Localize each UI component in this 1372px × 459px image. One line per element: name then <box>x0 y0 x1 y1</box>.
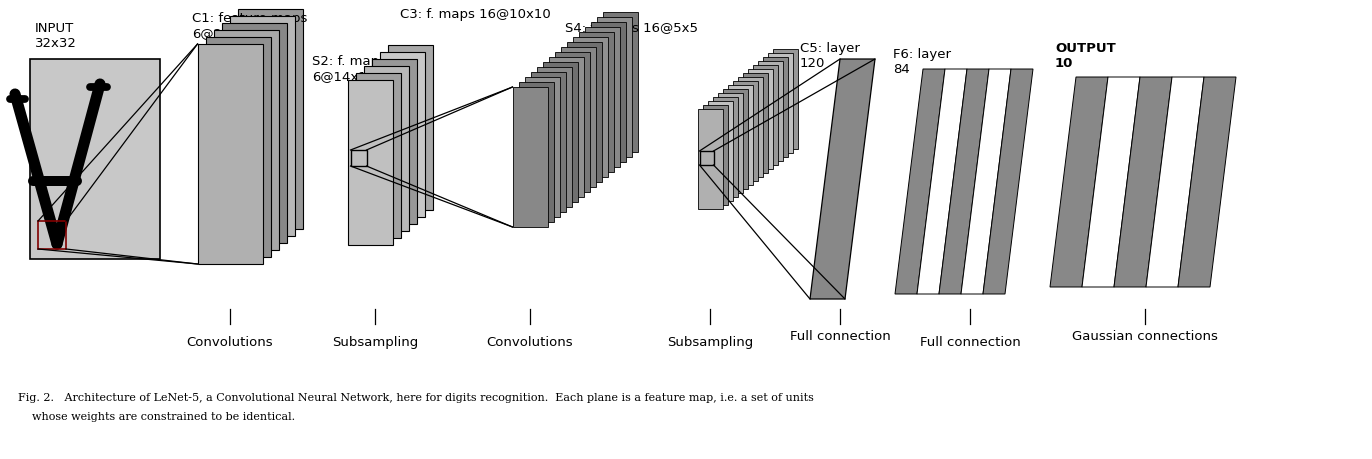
Text: Fig. 2.   Architecture of LeNet-5, a Convolutional Neural Network, here for digi: Fig. 2. Architecture of LeNet-5, a Convo… <box>18 392 814 402</box>
Bar <box>38 222 66 249</box>
Bar <box>584 28 620 168</box>
Bar <box>738 78 763 178</box>
Bar <box>597 18 631 157</box>
Bar <box>697 110 723 210</box>
Text: Full connection: Full connection <box>919 335 1021 348</box>
Text: Subsampling: Subsampling <box>332 335 418 348</box>
Bar <box>757 62 782 162</box>
Bar <box>221 24 287 243</box>
Bar <box>531 73 565 213</box>
Polygon shape <box>809 60 875 299</box>
Polygon shape <box>916 70 967 294</box>
Bar <box>700 151 713 166</box>
Bar <box>524 78 560 218</box>
Bar <box>708 102 733 202</box>
Text: S2: f. maps
6@14x14: S2: f. maps 6@14x14 <box>311 55 386 83</box>
Bar <box>372 59 417 224</box>
Bar <box>542 63 578 202</box>
Text: INPUT
32x32: INPUT 32x32 <box>36 22 77 50</box>
Bar <box>748 70 772 170</box>
Polygon shape <box>1050 78 1109 287</box>
Bar <box>519 83 553 223</box>
Polygon shape <box>1114 78 1172 287</box>
Bar <box>712 98 738 197</box>
Bar <box>752 66 778 166</box>
Bar <box>347 80 392 245</box>
Bar <box>30 60 161 259</box>
Bar <box>554 53 590 193</box>
Text: C5: layer
120: C5: layer 120 <box>800 42 860 70</box>
Bar <box>229 17 295 236</box>
Bar <box>387 45 432 210</box>
Bar <box>742 74 767 174</box>
Bar <box>513 88 547 228</box>
Bar <box>536 68 572 207</box>
Bar <box>718 94 742 194</box>
Text: Subsampling: Subsampling <box>667 335 753 348</box>
Bar <box>561 48 595 188</box>
Bar <box>350 151 366 167</box>
Polygon shape <box>938 70 989 294</box>
Bar <box>727 86 752 185</box>
Bar <box>702 106 727 206</box>
Bar <box>355 73 401 238</box>
Bar <box>602 13 638 153</box>
Bar <box>237 10 302 230</box>
Text: F6: layer
84: F6: layer 84 <box>893 48 951 76</box>
Bar <box>767 54 793 154</box>
Bar <box>590 23 626 162</box>
Text: C1: feature maps
6@28x28: C1: feature maps 6@28x28 <box>192 12 307 40</box>
Bar <box>380 52 424 217</box>
Text: OUTPUT
10: OUTPUT 10 <box>1055 42 1115 70</box>
Polygon shape <box>1083 78 1140 287</box>
Bar <box>198 45 262 264</box>
Polygon shape <box>1146 78 1205 287</box>
Bar <box>763 58 788 157</box>
Text: C3: f. maps 16@10x10: C3: f. maps 16@10x10 <box>401 8 550 21</box>
Polygon shape <box>1179 78 1236 287</box>
Text: S4: f. maps 16@5x5: S4: f. maps 16@5x5 <box>565 22 698 35</box>
Bar <box>214 31 279 251</box>
Bar <box>206 38 270 257</box>
Bar <box>549 58 583 197</box>
Polygon shape <box>982 70 1033 294</box>
Bar <box>733 82 757 182</box>
Bar <box>723 90 748 190</box>
Bar <box>364 67 409 231</box>
Text: Full connection: Full connection <box>790 329 890 342</box>
Text: Convolutions: Convolutions <box>187 335 273 348</box>
Bar <box>567 43 601 183</box>
Polygon shape <box>895 70 945 294</box>
Text: Gaussian connections: Gaussian connections <box>1072 329 1218 342</box>
Bar <box>572 38 608 178</box>
Polygon shape <box>960 70 1011 294</box>
Bar <box>579 33 613 173</box>
Text: Convolutions: Convolutions <box>487 335 573 348</box>
Text: whose weights are constrained to be identical.: whose weights are constrained to be iden… <box>18 411 295 421</box>
Bar <box>772 50 797 150</box>
